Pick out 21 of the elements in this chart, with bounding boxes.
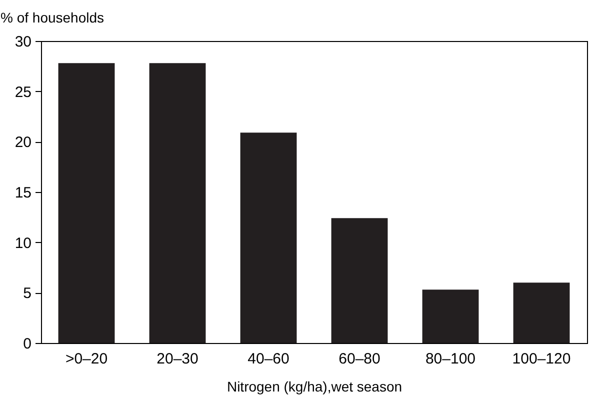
bar [331,218,388,343]
x-tick-label: 40–60 [248,350,290,368]
x-tick-label: 80–100 [425,350,476,368]
bar [513,282,570,343]
bar [149,63,206,343]
x-tick-label: >0–20 [65,350,108,368]
x-tick-label: 20–30 [156,350,198,368]
bar [240,132,297,343]
y-tick-label: 5 [23,285,32,302]
y-tick-label: 20 [14,134,32,152]
x-tick-label: 100–120 [512,350,571,368]
y-axis-title: % of households [0,10,104,26]
bar [422,290,479,343]
y-tick-label: 15 [14,184,32,202]
y-tick-label: 10 [14,234,32,252]
y-tick-label: 30 [14,34,32,50]
y-tick-label: 25 [14,84,32,101]
x-axis-title: Nitrogen (kg/ha),wet season [226,378,402,394]
bar [58,63,115,343]
x-tick-label: 60–80 [338,350,380,368]
y-tick-label: 0 [23,336,32,352]
